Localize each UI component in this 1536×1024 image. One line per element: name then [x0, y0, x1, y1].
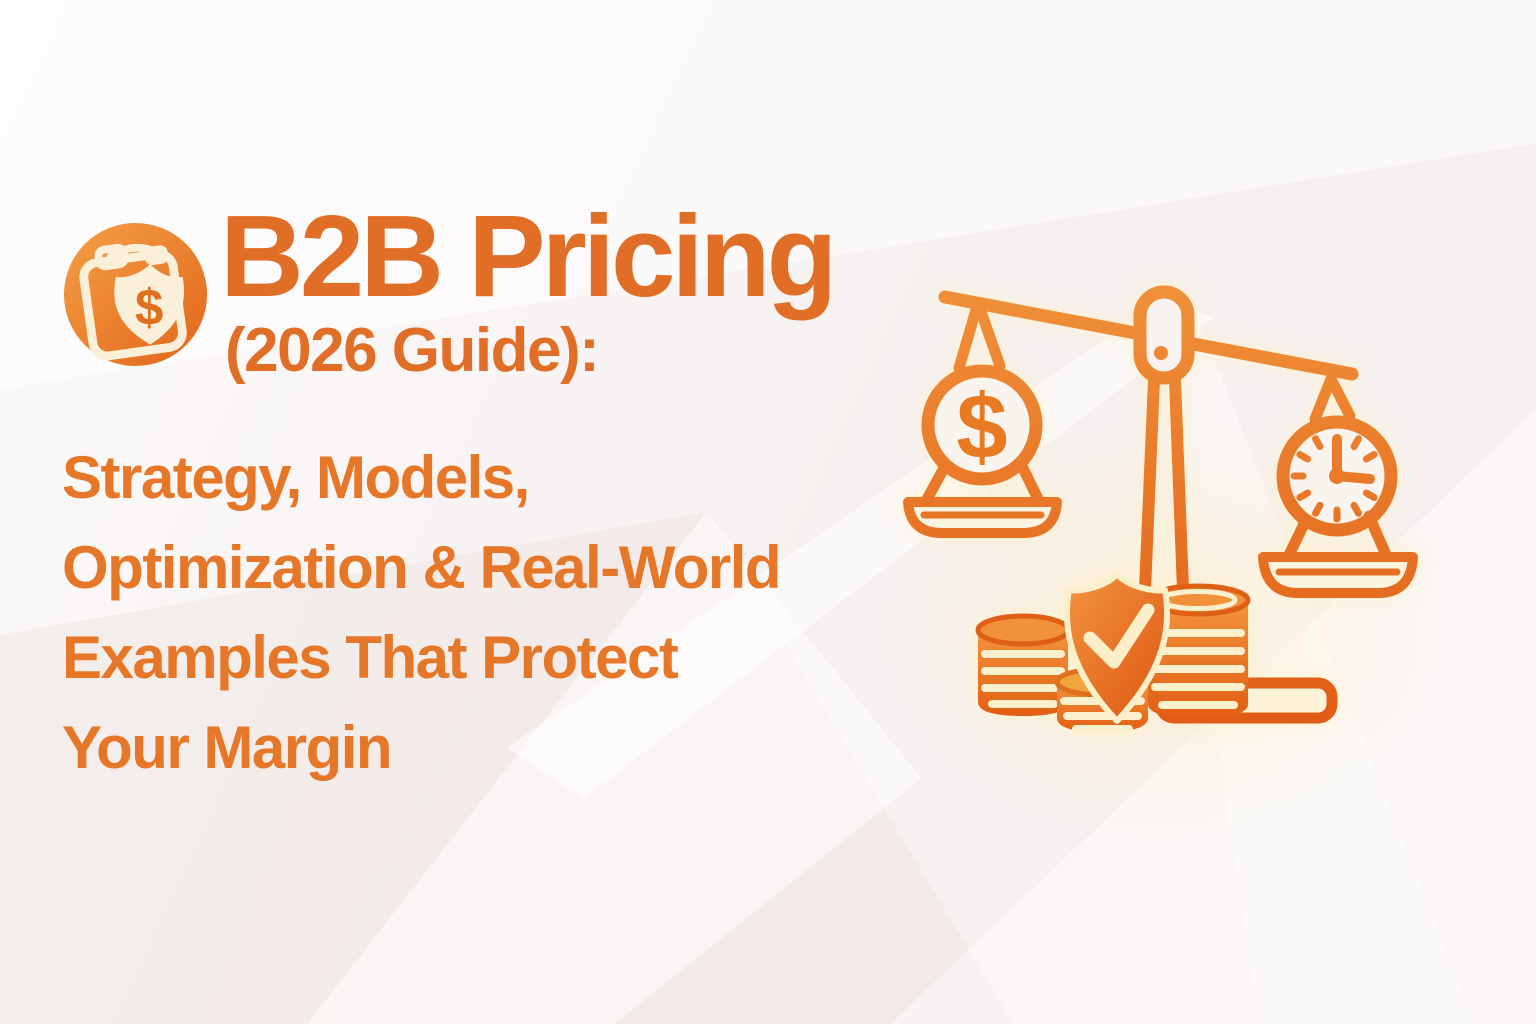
pan-dollar-glyph: $ — [956, 376, 1007, 478]
guide-qualifier: (2026 Guide): — [225, 316, 600, 385]
scale-leg-left — [1139, 374, 1160, 596]
shield-checkmark-icon — [1063, 571, 1171, 724]
tagline-line-2: Optimization & Real-World — [62, 534, 782, 601]
clock-center-dot — [1329, 468, 1345, 484]
scale-leg-right — [1169, 374, 1189, 596]
logo-dollar-glyph: $ — [135, 279, 163, 336]
left-pan-legs — [920, 458, 1045, 507]
checkmark — [1083, 603, 1155, 669]
scale-fulcrum — [1133, 285, 1195, 385]
shield-icon — [114, 264, 185, 345]
tagline-line-3: Examples That Protect — [62, 624, 679, 691]
page-title: B2B Pricing — [220, 191, 837, 321]
tagline-line-1: Strategy, Models, — [62, 444, 530, 511]
tagline: Strategy, Models, Optimization & Real-Wo… — [62, 433, 782, 793]
clock-ticks — [1290, 435, 1378, 523]
left-hanger — [953, 297, 1006, 374]
tagline-line-4: Your Margin — [62, 714, 393, 781]
dollar-coin-icon — [921, 364, 1043, 486]
briefcase-shield-dollar-icon: $ — [63, 222, 208, 367]
balance-scale-illustration: $ — [903, 285, 1418, 733]
right-hanger — [1309, 373, 1356, 425]
fulcrum-pivot-dot — [1154, 346, 1168, 360]
right-pan-legs — [1282, 510, 1393, 563]
